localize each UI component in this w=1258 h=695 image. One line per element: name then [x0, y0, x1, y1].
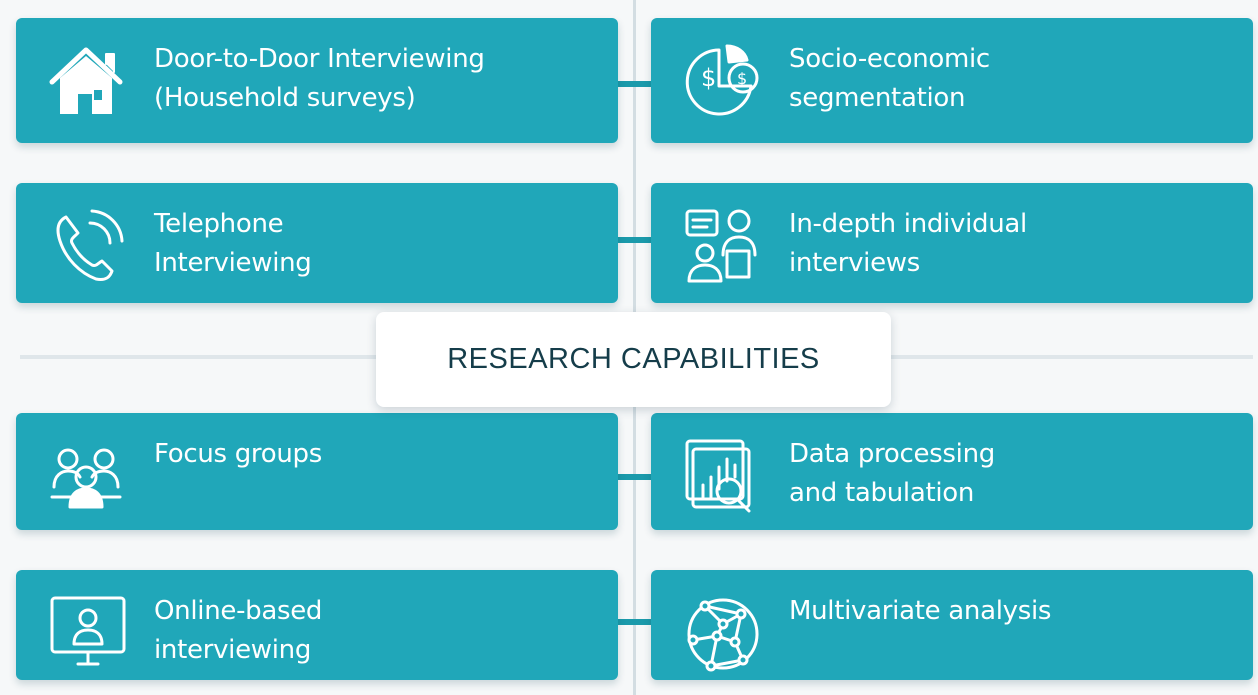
card-label: Online-based interviewing [154, 596, 323, 665]
svg-text:$: $ [701, 64, 716, 92]
card-label: Telephone Interviewing [154, 209, 312, 278]
interview-icon [683, 207, 763, 287]
divider-right [891, 355, 1253, 359]
card-label: Door-to-Door Interviewing (Household sur… [154, 44, 485, 113]
monitor-user-icon [48, 594, 128, 674]
card-data-processing: Data processing and tabulation [651, 413, 1253, 530]
card-online: Online-based interviewing [16, 570, 618, 680]
phone-icon [48, 207, 128, 287]
card-multivariate: Multivariate analysis [651, 570, 1253, 680]
house-icon [48, 42, 128, 122]
card-socio-economic: $ $ Socio-economic segmentation [651, 18, 1253, 143]
connector [616, 619, 654, 625]
card-focus-groups: Focus groups [16, 413, 618, 530]
network-globe-icon [683, 594, 763, 674]
card-in-depth: In-depth individual interviews [651, 183, 1253, 303]
chart-magnifier-icon [683, 437, 763, 517]
pie-dollar-icon: $ $ [683, 42, 763, 122]
group-icon [48, 437, 128, 517]
title-box: RESEARCH CAPABILITIES [376, 312, 891, 407]
card-label: In-depth individual interviews [789, 209, 1027, 278]
connector [616, 81, 654, 87]
card-door-to-door: Door-to-Door Interviewing (Household sur… [16, 18, 618, 143]
page-title: RESEARCH CAPABILITIES [447, 343, 820, 375]
connector [616, 474, 654, 480]
divider-left [20, 355, 376, 359]
card-label: Focus groups [154, 439, 322, 469]
card-label: Multivariate analysis [789, 596, 1052, 626]
svg-text:$: $ [737, 69, 747, 88]
card-label: Socio-economic segmentation [789, 44, 990, 113]
card-label: Data processing and tabulation [789, 439, 995, 508]
card-telephone: Telephone Interviewing [16, 183, 618, 303]
connector [616, 237, 654, 243]
